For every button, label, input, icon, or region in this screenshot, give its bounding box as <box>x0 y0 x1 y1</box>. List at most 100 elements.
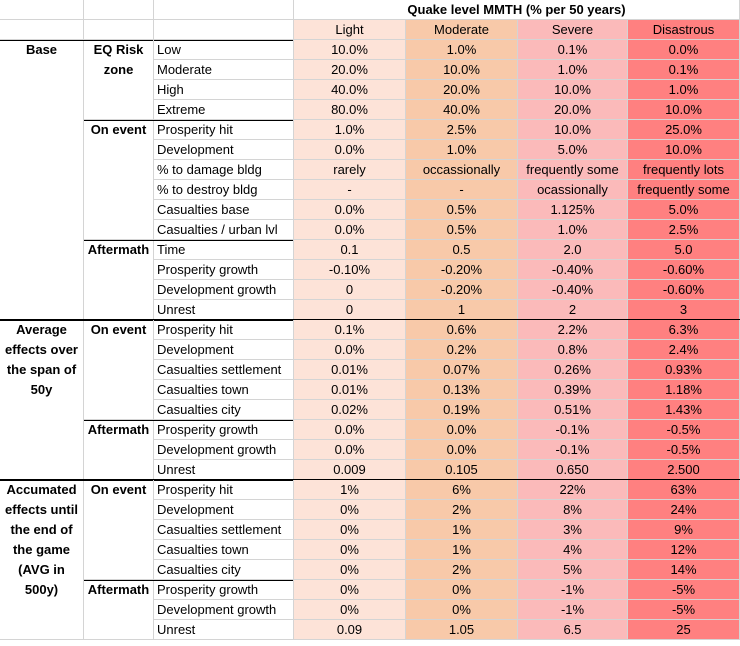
value-cell: 1.0% <box>406 40 518 60</box>
column-header: Moderate <box>406 20 518 40</box>
empty-cell <box>0 20 84 40</box>
value-cell: 4% <box>518 540 628 560</box>
value-cell: -0.10% <box>294 260 406 280</box>
empty-cell <box>0 0 84 20</box>
row-label: Casualties city <box>154 400 294 420</box>
row-label: % to destroy bldg <box>154 180 294 200</box>
value-cell: -0.40% <box>518 260 628 280</box>
value-cell: 20.0% <box>406 80 518 100</box>
value-cell: -0.5% <box>628 420 740 440</box>
group-label: Aftermath <box>84 580 154 640</box>
value-cell: 0% <box>294 580 406 600</box>
value-cell: 1.0% <box>294 120 406 140</box>
value-cell: -0.60% <box>628 280 740 300</box>
row-label: Development <box>154 500 294 520</box>
value-cell: 20.0% <box>294 60 406 80</box>
value-cell: 6.3% <box>628 320 740 340</box>
group-label: Aftermath <box>84 240 154 320</box>
value-cell: 0.13% <box>406 380 518 400</box>
value-cell: 0% <box>294 600 406 620</box>
value-cell: 2.0 <box>518 240 628 260</box>
value-cell: 0% <box>294 540 406 560</box>
value-cell: 1.0% <box>406 140 518 160</box>
row-label: High <box>154 80 294 100</box>
value-cell: 0.09 <box>294 620 406 640</box>
value-cell: 0.2% <box>406 340 518 360</box>
value-cell: ocassionally <box>518 180 628 200</box>
value-cell: -0.40% <box>518 280 628 300</box>
value-cell: 0.5% <box>406 200 518 220</box>
value-cell: 2.4% <box>628 340 740 360</box>
row-label: Prosperity growth <box>154 420 294 440</box>
section-label: Base <box>0 40 84 320</box>
group-label: Aftermath <box>84 420 154 480</box>
value-cell: 0.0% <box>294 420 406 440</box>
value-cell: 5.0 <box>628 240 740 260</box>
value-cell: -5% <box>628 580 740 600</box>
row-label: Casualties town <box>154 540 294 560</box>
value-cell: 5.0% <box>518 140 628 160</box>
value-cell: - <box>294 180 406 200</box>
column-header: Disastrous <box>628 20 740 40</box>
value-cell: 0% <box>406 600 518 620</box>
row-label: Low <box>154 40 294 60</box>
value-cell: 2% <box>406 560 518 580</box>
value-cell: 0.6% <box>406 320 518 340</box>
value-cell: 63% <box>628 480 740 500</box>
value-cell: 1.125% <box>518 200 628 220</box>
value-cell: 10.0% <box>628 100 740 120</box>
value-cell: 1% <box>406 520 518 540</box>
value-cell: 0.01% <box>294 360 406 380</box>
group-label: On event <box>84 320 154 420</box>
row-label: % to damage bldg <box>154 160 294 180</box>
value-cell: 6.5 <box>518 620 628 640</box>
value-cell: -0.20% <box>406 280 518 300</box>
value-cell: 2 <box>518 300 628 320</box>
value-cell: 5% <box>518 560 628 580</box>
value-cell: 0.02% <box>294 400 406 420</box>
value-cell: frequently lots <box>628 160 740 180</box>
row-label: Moderate <box>154 60 294 80</box>
row-label: Prosperity growth <box>154 580 294 600</box>
row-label: Casualties city <box>154 560 294 580</box>
value-cell: 0.5 <box>406 240 518 260</box>
value-cell: 1% <box>406 540 518 560</box>
value-cell: 1.43% <box>628 400 740 420</box>
value-cell: - <box>406 180 518 200</box>
value-cell: 10.0% <box>518 80 628 100</box>
value-cell: 0.93% <box>628 360 740 380</box>
value-cell: 2.2% <box>518 320 628 340</box>
group-label: On event <box>84 480 154 580</box>
value-cell: -0.1% <box>518 440 628 460</box>
value-cell: 0.07% <box>406 360 518 380</box>
value-cell: 0.26% <box>518 360 628 380</box>
value-cell: 2% <box>406 500 518 520</box>
value-cell: 0% <box>294 500 406 520</box>
value-cell: 1.18% <box>628 380 740 400</box>
value-cell: -0.5% <box>628 440 740 460</box>
value-cell: 12% <box>628 540 740 560</box>
value-cell: 2.500 <box>628 460 740 480</box>
value-cell: 0.01% <box>294 380 406 400</box>
empty-cell <box>84 20 154 40</box>
value-cell: 24% <box>628 500 740 520</box>
row-label: Casualties settlement <box>154 360 294 380</box>
value-cell: -0.60% <box>628 260 740 280</box>
value-cell: -0.1% <box>518 420 628 440</box>
row-label: Development growth <box>154 440 294 460</box>
value-cell: 0.009 <box>294 460 406 480</box>
row-label: Development <box>154 340 294 360</box>
value-cell: 25.0% <box>628 120 740 140</box>
value-cell: 0% <box>294 560 406 580</box>
value-cell: 0 <box>294 280 406 300</box>
value-cell: 10.0% <box>628 140 740 160</box>
value-cell: 0.0% <box>294 200 406 220</box>
value-cell: 1.05 <box>406 620 518 640</box>
value-cell: 14% <box>628 560 740 580</box>
section-label: Accumated effects until the end of the g… <box>0 480 84 640</box>
value-cell: rarely <box>294 160 406 180</box>
column-header: Light <box>294 20 406 40</box>
value-cell: 1% <box>294 480 406 500</box>
empty-cell <box>84 0 154 20</box>
value-cell: 1.0% <box>518 220 628 240</box>
